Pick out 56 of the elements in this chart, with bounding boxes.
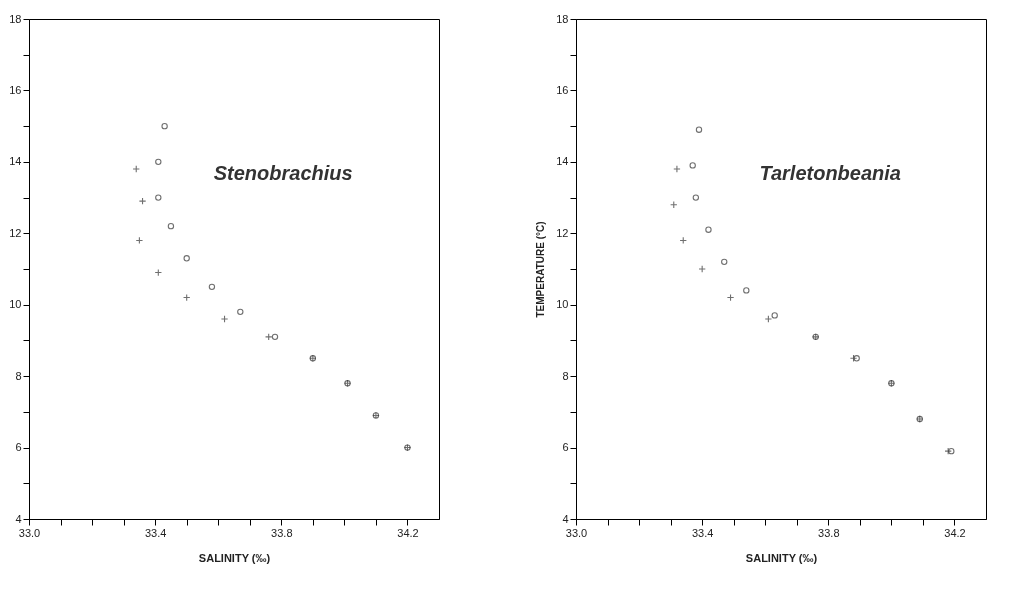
point [155, 158, 162, 166]
y-tick-label: 6 [15, 441, 22, 454]
point [161, 122, 168, 130]
x-tick-label: 33.0 [565, 526, 588, 539]
y-tick-label: 6 [562, 441, 569, 454]
y-tick-label: 14 [9, 155, 22, 168]
y-tick-label: 16 [9, 83, 22, 96]
point [167, 222, 175, 230]
y-tick-label: 16 [556, 83, 569, 96]
x-tick-label: 33.8 [271, 526, 293, 539]
point [948, 447, 955, 455]
x-axis-title: SALINITY (‰) [198, 551, 271, 564]
point [721, 258, 728, 266]
point [689, 162, 696, 169]
point [698, 265, 706, 273]
x-tick-label: 34.2 [944, 526, 966, 539]
y-tick-label: 10 [9, 298, 22, 311]
x-tick-label: 33.4 [144, 526, 167, 539]
point [771, 312, 778, 319]
x-tick-label: 34.2 [397, 526, 419, 539]
annotation: Stenobrachius [213, 162, 353, 184]
point [705, 226, 712, 233]
y-tick-label: 8 [562, 369, 569, 382]
y-tick-label: 18 [556, 12, 569, 25]
annotation: Tarletonbeania [759, 162, 901, 184]
y-tick-label: 12 [9, 226, 22, 239]
y-tick-label: 10 [556, 298, 569, 311]
point [183, 255, 190, 262]
y-tick-label: 12 [556, 226, 569, 239]
point [208, 283, 216, 291]
x-tick-label: 33.8 [818, 526, 840, 539]
y-tick-label: 18 [9, 12, 22, 25]
point [726, 293, 735, 302]
y-tick-label: 14 [556, 155, 569, 168]
point [692, 194, 700, 201]
point [853, 355, 860, 362]
point [155, 194, 162, 201]
x-tick-label: 33.4 [691, 526, 714, 539]
point [673, 165, 681, 173]
y-axis-title: TEMPERATURE (°C) [535, 221, 547, 318]
point [220, 315, 229, 323]
point [132, 165, 140, 173]
y-tick-label: 8 [15, 369, 22, 382]
x-tick-label: 33.0 [18, 526, 41, 539]
point [944, 447, 952, 455]
point [237, 308, 244, 316]
point [135, 236, 144, 245]
x-axis-title: SALINITY (‰) [745, 551, 818, 564]
point [138, 197, 147, 205]
y-tick-label: 4 [15, 512, 22, 525]
y-tick-label: 4 [562, 512, 569, 525]
point [271, 333, 279, 341]
point [695, 126, 703, 133]
point [264, 333, 273, 341]
point [764, 315, 773, 323]
point [743, 287, 750, 294]
